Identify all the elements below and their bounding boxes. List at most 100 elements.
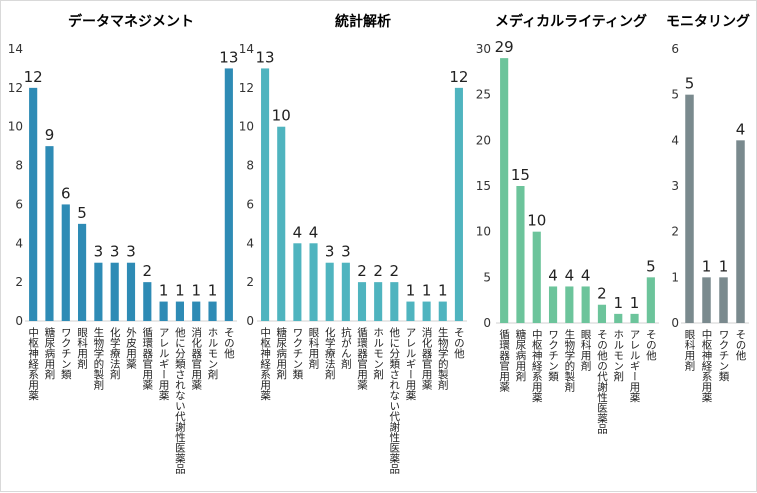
chart-panel-3: モニタリング 0 1 2 3 4 5 6 5 眼科用剤 1 中枢神経系用薬 1 ワクチン類 4 その他 bbox=[666, 13, 750, 403]
data-label: 10 bbox=[527, 212, 546, 230]
bar bbox=[630, 313, 639, 323]
data-label: 29 bbox=[495, 38, 514, 56]
bar bbox=[565, 286, 574, 323]
data-label: 12 bbox=[24, 68, 43, 86]
data-label: 4 bbox=[581, 266, 591, 284]
category-label: 中枢神経系用薬 bbox=[259, 326, 271, 401]
data-label: 3 bbox=[341, 243, 351, 261]
data-label: 1 bbox=[438, 282, 448, 300]
category-label: アレルギー用薬 bbox=[404, 327, 416, 401]
category-label: 眼科用剤 bbox=[308, 327, 320, 370]
category-label: 糖尿病用剤 bbox=[514, 328, 526, 382]
bar bbox=[94, 262, 103, 321]
y-tick-label: 6 bbox=[246, 197, 254, 211]
category-label: 化学療法剤 bbox=[324, 326, 336, 380]
y-tick-label: 25 bbox=[476, 88, 491, 102]
category-label: その他 bbox=[645, 329, 657, 361]
category-label: 循環器官用薬 bbox=[141, 326, 153, 391]
category-label: 中枢神経系用薬 bbox=[27, 326, 39, 401]
bar bbox=[646, 277, 655, 323]
bar bbox=[175, 301, 184, 321]
bar bbox=[702, 277, 711, 323]
bar bbox=[29, 87, 38, 321]
data-label: 15 bbox=[511, 166, 530, 184]
y-tick-label: 10 bbox=[8, 120, 23, 134]
category-label: 糖尿病用剤 bbox=[275, 326, 287, 380]
data-label: 13 bbox=[256, 48, 275, 66]
data-label: 1 bbox=[702, 257, 712, 275]
data-label: 9 bbox=[45, 126, 55, 144]
bar bbox=[581, 286, 590, 323]
y-tick-label: 1 bbox=[671, 270, 679, 284]
y-tick-label: 20 bbox=[476, 133, 491, 147]
bar bbox=[374, 282, 383, 321]
y-tick-label: 2 bbox=[15, 275, 23, 289]
category-label: 消化器官用薬 bbox=[421, 326, 433, 391]
category-label: 眼科用剤 bbox=[684, 329, 696, 372]
chart-title: データマネジメント bbox=[68, 13, 194, 30]
category-label: ホルモン剤 bbox=[207, 327, 219, 380]
y-tick-label: 4 bbox=[246, 236, 254, 250]
data-label: 2 bbox=[373, 262, 383, 280]
data-label: 1 bbox=[613, 294, 623, 312]
bar bbox=[208, 301, 217, 321]
data-label: 2 bbox=[357, 262, 367, 280]
category-label: 糖尿病用剤 bbox=[43, 326, 55, 380]
y-tick-label: 4 bbox=[15, 236, 23, 250]
data-label: 3 bbox=[94, 243, 104, 261]
data-label: 13 bbox=[219, 48, 238, 66]
bar bbox=[719, 277, 728, 323]
y-tick-label: 2 bbox=[246, 275, 254, 289]
chart-panel-0: データマネジメント0246810121412中枢神経系用薬9糖尿病用剤6ワクチン… bbox=[8, 13, 239, 475]
y-tick-label: 0 bbox=[483, 316, 491, 330]
data-label: 4 bbox=[736, 120, 746, 138]
bar bbox=[110, 262, 119, 321]
data-label: 4 bbox=[548, 266, 558, 284]
y-tick-label: 30 bbox=[476, 42, 491, 56]
bar bbox=[390, 282, 399, 321]
y-tick-label: 12 bbox=[239, 81, 254, 95]
bar bbox=[736, 140, 745, 323]
data-label: 2 bbox=[143, 262, 153, 280]
y-tick-label: 6 bbox=[15, 197, 23, 211]
category-label: その他の代謝性医薬品 bbox=[596, 329, 608, 435]
y-tick-label: 14 bbox=[239, 42, 254, 56]
bar bbox=[126, 262, 136, 321]
chart-title: メディカルライティング bbox=[495, 13, 647, 30]
data-label: 12 bbox=[449, 68, 468, 86]
bar bbox=[61, 204, 70, 321]
data-label: 2 bbox=[390, 262, 400, 280]
category-label: その他 bbox=[223, 327, 235, 359]
y-tick-label: 10 bbox=[239, 120, 254, 134]
category-label: 循環器官用薬 bbox=[356, 326, 368, 391]
category-label: 中枢神経系用薬 bbox=[701, 328, 713, 403]
data-label: 1 bbox=[630, 294, 640, 312]
data-label: 5 bbox=[685, 75, 695, 93]
bar bbox=[532, 231, 541, 323]
bar bbox=[192, 301, 201, 321]
bar bbox=[277, 126, 286, 321]
bar bbox=[261, 68, 270, 321]
category-label: 化学療法剤 bbox=[109, 326, 121, 380]
data-label: 4 bbox=[293, 223, 303, 241]
data-label: 4 bbox=[565, 266, 575, 284]
category-label: 外皮用薬 bbox=[125, 327, 137, 370]
bar bbox=[224, 68, 233, 321]
data-label: 3 bbox=[110, 243, 120, 261]
chart-title: モニタリング bbox=[666, 13, 750, 30]
data-label: 1 bbox=[175, 282, 185, 300]
data-label: 1 bbox=[191, 282, 201, 300]
category-label: ホルモン剤 bbox=[612, 329, 624, 382]
chart-title: 統計解析 bbox=[335, 13, 391, 30]
bar bbox=[548, 286, 558, 323]
y-tick-label: 4 bbox=[671, 133, 679, 147]
category-label: ワクチン類 bbox=[718, 329, 730, 382]
bar bbox=[159, 301, 168, 321]
category-label: 他に分類されない代謝性医薬品 bbox=[388, 326, 400, 475]
category-label: アレルギー用薬 bbox=[629, 329, 641, 403]
bar bbox=[309, 243, 318, 321]
category-label: 眼科用剤 bbox=[580, 329, 592, 372]
y-tick-label: 0 bbox=[246, 314, 254, 328]
bar bbox=[341, 262, 350, 321]
y-tick-label: 10 bbox=[476, 225, 491, 239]
